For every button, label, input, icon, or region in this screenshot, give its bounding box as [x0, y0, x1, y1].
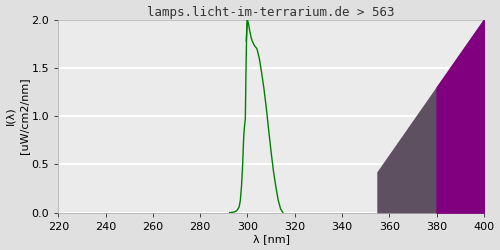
Y-axis label: I(λ)
[uW/cm2/nm]: I(λ) [uW/cm2/nm] — [6, 78, 29, 154]
Title: lamps.licht-im-terrarium.de > 563: lamps.licht-im-terrarium.de > 563 — [148, 6, 395, 18]
X-axis label: λ [nm]: λ [nm] — [252, 234, 290, 244]
